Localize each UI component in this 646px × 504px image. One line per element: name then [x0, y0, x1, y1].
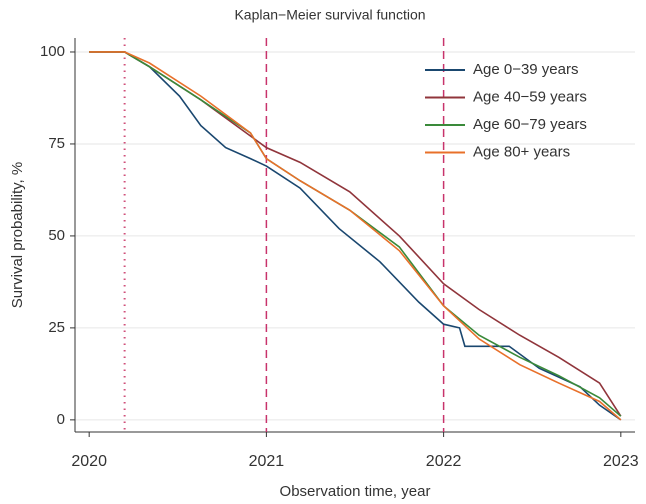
x-tick-label: 2020 — [71, 453, 107, 470]
y-axis-label: Survival probability, % — [9, 162, 26, 308]
legend-label: Age 0−39 years — [473, 61, 579, 78]
x-tick-label: 2022 — [426, 453, 462, 470]
y-tick-label: 100 — [40, 43, 65, 60]
x-tick-label: 2021 — [249, 453, 285, 470]
survival-line — [89, 51, 622, 421]
y-tick-label: 0 — [57, 411, 65, 428]
x-axis-label: Observation time, year — [280, 483, 431, 500]
survival-line — [89, 51, 622, 417]
legend-label: Age 40−59 years — [473, 88, 587, 105]
y-tick-label: 75 — [48, 135, 65, 152]
chart-title: Kaplan−Meier survival function — [234, 7, 425, 23]
legend-label: Age 60−79 years — [473, 116, 587, 133]
y-tick-label: 25 — [48, 319, 65, 336]
y-tick-label: 50 — [48, 227, 65, 244]
legend-label: Age 80+ years — [473, 143, 570, 160]
survival-line — [89, 51, 622, 417]
x-tick-label: 2023 — [603, 453, 639, 470]
